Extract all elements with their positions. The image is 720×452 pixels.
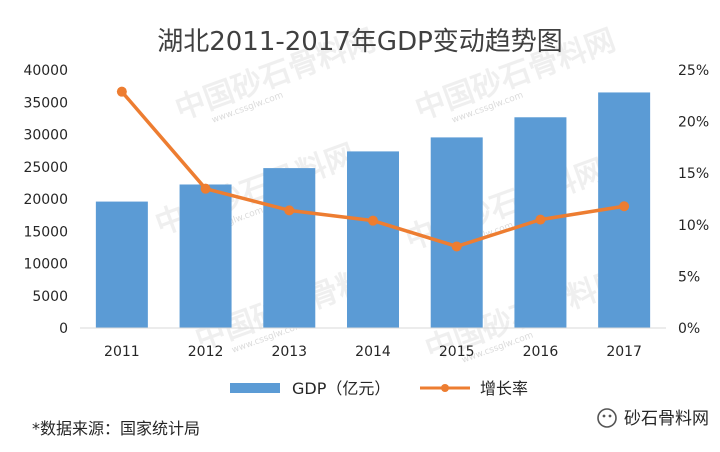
left-tick-label: 0 (59, 321, 68, 337)
x-tick-label: 2012 (188, 344, 224, 360)
gdp-bar-2013 (263, 168, 316, 328)
x-axis-ticks: 2011 2012 2013 2014 2015 2016 2017 (104, 344, 642, 360)
data-source-note: *数据来源：国家统计局 (32, 419, 200, 438)
gdp-bar-2015 (430, 137, 483, 328)
wechat-icon (597, 408, 617, 428)
x-tick-label: 2011 (104, 344, 140, 360)
right-tick-label: 20% (678, 115, 709, 131)
right-axis-ticks: 0% 5% 10% 15% 20% 25% (678, 63, 709, 337)
gdp-bars (95, 92, 651, 328)
growth-point-2017 (619, 201, 630, 212)
legend-growth-label: 增长率 (480, 379, 528, 398)
chart-title: 湖北2011-2017年GDP变动趋势图 (157, 27, 563, 57)
legend-gdp-swatch (230, 383, 280, 393)
x-tick-label: 2013 (271, 344, 307, 360)
legend-growth-marker (441, 384, 449, 392)
left-tick-label: 25000 (23, 160, 68, 176)
left-tick-label: 40000 (23, 63, 68, 79)
x-tick-label: 2016 (523, 344, 559, 360)
x-tick-label: 2015 (439, 344, 475, 360)
growth-point-2014 (368, 215, 378, 226)
left-tick-label: 35000 (23, 95, 68, 111)
right-tick-label: 10% (678, 218, 709, 234)
growth-point-2011 (116, 86, 127, 97)
growth-point-2012 (200, 183, 211, 194)
right-tick-label: 5% (678, 269, 700, 285)
growth-point-2015 (451, 241, 462, 252)
left-tick-label: 5000 (32, 289, 68, 305)
growth-line (116, 86, 630, 252)
growth-point-2016 (535, 214, 546, 225)
x-tick-label: 2017 (606, 344, 642, 360)
left-tick-label: 10000 (23, 257, 68, 273)
left-axis-ticks: 0 5000 10000 15000 20000 25000 30000 35000 40000 (23, 63, 68, 337)
left-tick-label: 20000 (23, 192, 68, 208)
gdp-bar-2012 (179, 184, 232, 328)
gdp-bar-2011 (95, 201, 148, 328)
gdp-bar-2014 (347, 151, 399, 328)
left-tick-label: 30000 (23, 128, 68, 144)
left-tick-label: 15000 (23, 224, 68, 240)
right-tick-label: 15% (678, 166, 709, 182)
brand-logo: 砂石骨料网 (597, 408, 709, 429)
legend: GDP（亿元） 增长率 (230, 379, 528, 398)
right-tick-label: 25% (678, 63, 709, 79)
brand-name: 砂石骨料网 (624, 409, 709, 429)
growth-point-2013 (284, 205, 295, 216)
right-tick-label: 0% (678, 321, 700, 337)
legend-gdp-label: GDP（亿元） (292, 379, 390, 398)
x-tick-label: 2014 (355, 344, 391, 360)
